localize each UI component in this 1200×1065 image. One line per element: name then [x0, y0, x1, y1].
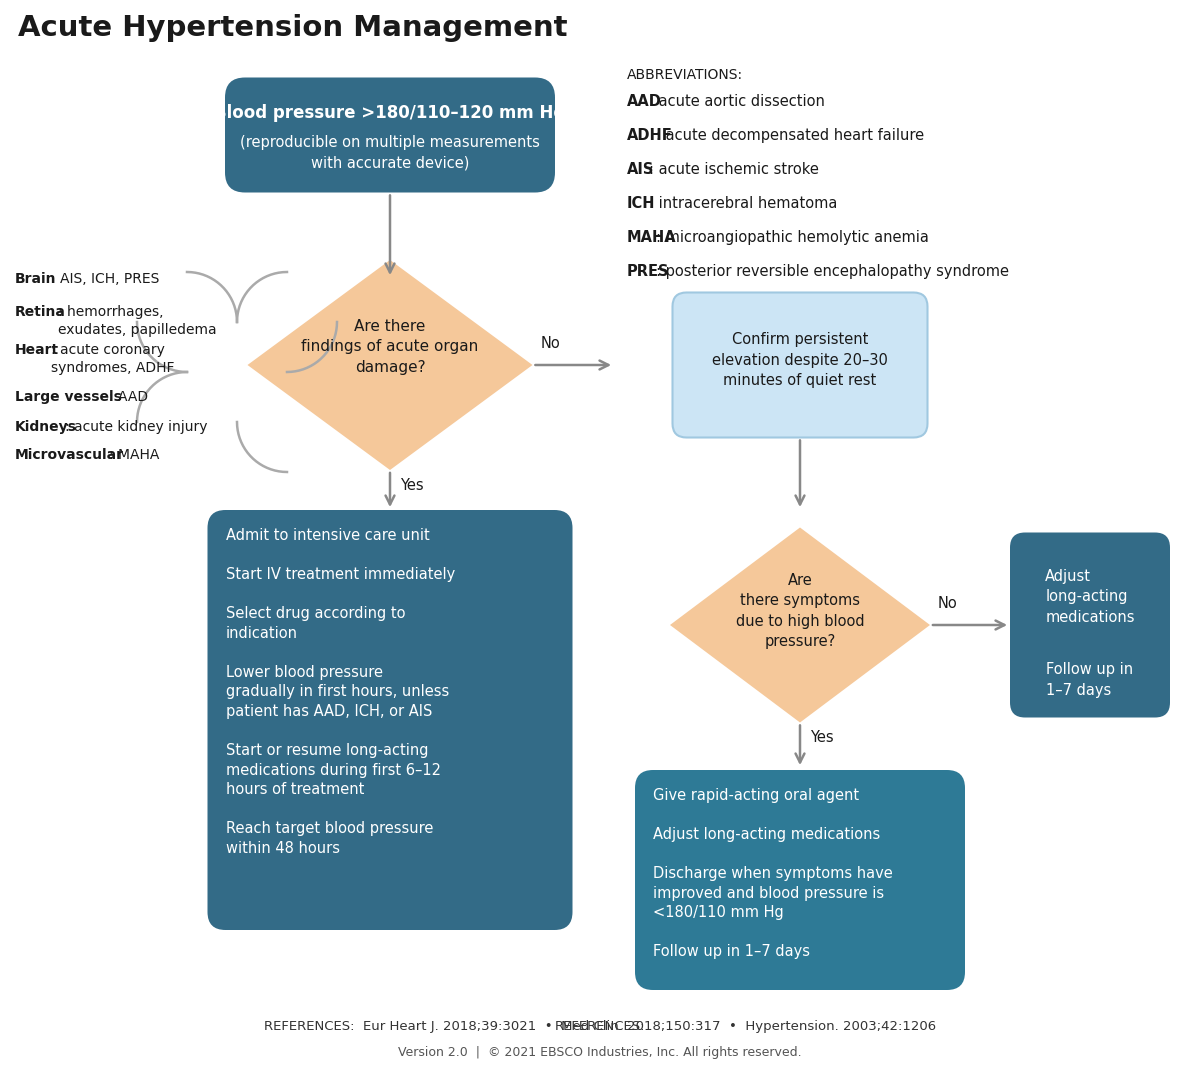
Text: ADHF: ADHF: [628, 128, 673, 143]
Text: : acute decompensated heart failure: : acute decompensated heart failure: [655, 128, 924, 143]
Text: : microangiopathic hemolytic anemia: : microangiopathic hemolytic anemia: [655, 230, 929, 245]
FancyBboxPatch shape: [1010, 532, 1170, 718]
Text: Acute Hypertension Management: Acute Hypertension Management: [18, 14, 568, 42]
Text: : acute ischemic stroke: : acute ischemic stroke: [649, 162, 818, 177]
Polygon shape: [247, 260, 533, 470]
Text: Yes: Yes: [400, 478, 424, 493]
Text: Are
there symptoms
due to high blood
pressure?: Are there symptoms due to high blood pre…: [736, 573, 864, 649]
Text: Follow up in
1–7 days: Follow up in 1–7 days: [1046, 662, 1134, 698]
Text: REFERENCES:  Eur Heart J. 2018;39:3021  •  Med Clin. 2018;150:317  •  Hypertensi: REFERENCES: Eur Heart J. 2018;39:3021 • …: [264, 1020, 936, 1033]
Text: : AIS, ICH, PRES: : AIS, ICH, PRES: [50, 272, 160, 286]
Text: No: No: [938, 596, 958, 611]
Text: Brain: Brain: [14, 272, 56, 286]
Text: Yes: Yes: [810, 731, 834, 745]
Text: : acute aortic dissection: : acute aortic dissection: [649, 94, 824, 109]
Text: ABBREVIATIONS:: ABBREVIATIONS:: [628, 68, 743, 82]
Text: Microvascular: Microvascular: [14, 448, 124, 462]
Text: AAD: AAD: [628, 94, 662, 109]
Text: Blood pressure >180/110–120 mm Hg: Blood pressure >180/110–120 mm Hg: [215, 104, 565, 122]
Text: : hemorrhages,
exudates, papilledema: : hemorrhages, exudates, papilledema: [59, 305, 217, 338]
FancyBboxPatch shape: [635, 770, 965, 990]
Text: : intracerebral hematoma: : intracerebral hematoma: [649, 196, 836, 211]
Text: : AAD: : AAD: [109, 390, 148, 404]
Text: Are there
findings of acute organ
damage?: Are there findings of acute organ damage…: [301, 320, 479, 375]
FancyBboxPatch shape: [208, 510, 572, 930]
Text: Retina: Retina: [14, 305, 66, 320]
Text: Version 2.0  |  © 2021 EBSCO Industries, Inc. All rights reserved.: Version 2.0 | © 2021 EBSCO Industries, I…: [398, 1046, 802, 1059]
Text: Heart: Heart: [14, 343, 59, 357]
Text: PRES: PRES: [628, 264, 670, 279]
Text: No: No: [540, 335, 560, 351]
Text: Kidneys: Kidneys: [14, 420, 77, 435]
Text: AIS: AIS: [628, 162, 654, 177]
Text: : acute kidney injury: : acute kidney injury: [66, 420, 208, 435]
Text: REFERENCES:: REFERENCES:: [554, 1020, 646, 1033]
Text: ICH: ICH: [628, 196, 655, 211]
FancyBboxPatch shape: [672, 293, 928, 438]
Polygon shape: [670, 527, 930, 722]
FancyBboxPatch shape: [226, 78, 554, 193]
Text: : posterior reversible encephalopathy syndrome: : posterior reversible encephalopathy sy…: [655, 264, 1009, 279]
Text: Give rapid-acting oral agent

Adjust long-acting medications

Discharge when sym: Give rapid-acting oral agent Adjust long…: [653, 788, 893, 960]
Text: Admit to intensive care unit

Start IV treatment immediately

Select drug accord: Admit to intensive care unit Start IV tr…: [226, 528, 455, 856]
Text: : acute coronary
syndromes, ADHF: : acute coronary syndromes, ADHF: [50, 343, 174, 375]
Text: (reproducible on multiple measurements
with accurate device): (reproducible on multiple measurements w…: [240, 135, 540, 170]
Text: Confirm persistent
elevation despite 20–30
minutes of quiet rest: Confirm persistent elevation despite 20–…: [712, 332, 888, 388]
Text: Adjust
long-acting
medications: Adjust long-acting medications: [1045, 569, 1135, 625]
Text: : MAHA: : MAHA: [109, 448, 158, 462]
Text: Large vessels: Large vessels: [14, 390, 122, 404]
Text: MAHA: MAHA: [628, 230, 677, 245]
